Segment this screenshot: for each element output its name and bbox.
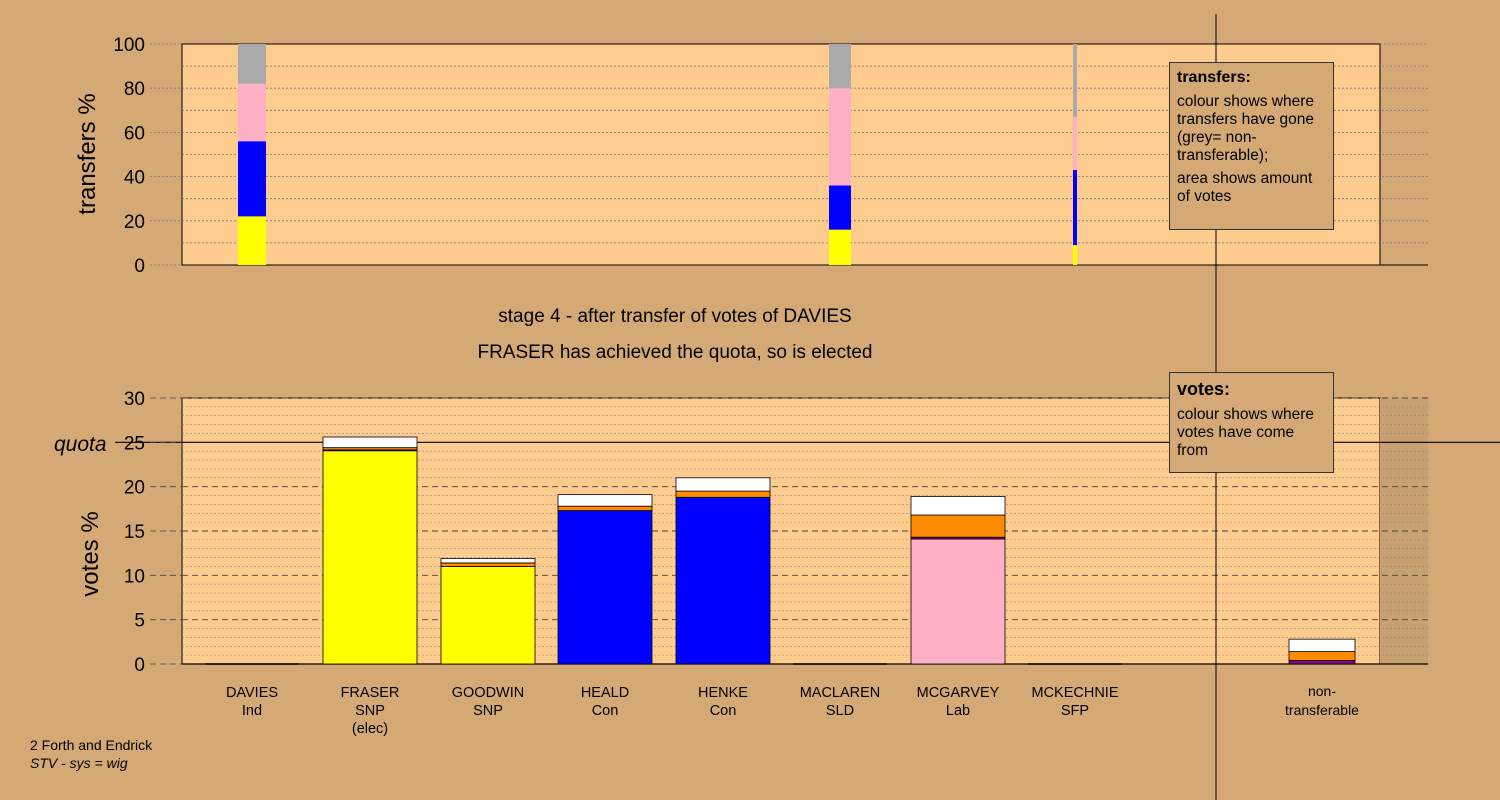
- x-label-candidate: FRASER: [341, 685, 400, 701]
- transfers-legend-line2: area shows amount of votes: [1177, 170, 1313, 205]
- transfers-bar-segment: [238, 44, 266, 84]
- transfers-legend: transfers: colour shows where transfers …: [1169, 62, 1334, 230]
- votes-bar-segment: [910, 514, 1006, 538]
- x-label-nontransferable: transferable: [1285, 702, 1359, 718]
- x-label-party: SNP: [355, 703, 385, 719]
- transfers-y-axis-label: transfers %: [74, 93, 101, 214]
- x-label-party: Con: [710, 703, 737, 719]
- votes-bar-segment: [557, 510, 653, 665]
- transfers-legend-title: transfers:: [1177, 69, 1251, 86]
- votes-y-tick-label: 10: [124, 566, 145, 587]
- votes-bar-segment: [557, 494, 653, 507]
- votes-y-tick-label: 20: [124, 478, 145, 499]
- votes-bar-segment: [322, 449, 418, 665]
- x-label-candidate: MACLAREN: [800, 685, 881, 701]
- transfers-y-tick-label: 80: [124, 79, 145, 100]
- transfers-bar-segment: [1073, 169, 1077, 246]
- x-label-note: (elec): [352, 721, 388, 737]
- x-label-party: Lab: [946, 703, 970, 719]
- votes-y-tick-label: 0: [134, 655, 145, 676]
- transfers-y-tick-label: 0: [134, 256, 145, 277]
- transfers-bar-segment: [829, 44, 851, 89]
- votes-x-labels: DAVIES Ind FRASER SNP (elec) GOODWIN SNP HEALD C…: [226, 683, 1359, 737]
- votes-bar-segment: [910, 496, 1006, 516]
- votes-bar-segment: [1288, 660, 1356, 665]
- transfers-gridlines: [182, 43, 1428, 266]
- votes-bar-segment: [557, 505, 653, 512]
- votes-y-ticks: 0 5 10 15 20 25 30: [124, 389, 182, 676]
- votes-bar-segment: [1288, 638, 1356, 652]
- x-label-candidate: MCGARVEY: [917, 685, 1000, 701]
- x-label-party: Ind: [242, 703, 262, 719]
- transfers-bar-segment: [829, 88, 851, 186]
- x-label-party: SNP: [473, 703, 503, 719]
- x-label-candidate: DAVIES: [226, 685, 278, 701]
- votes-bar-segment: [440, 566, 536, 665]
- ward-name: 2 Forth and Endrick: [30, 737, 153, 753]
- x-label-candidate: GOODWIN: [452, 685, 525, 701]
- votes-bars: [205, 436, 1356, 665]
- transfers-bar-segment: [1073, 44, 1077, 117]
- quota-label: quota: [54, 433, 107, 456]
- transfers-bar-segment: [1073, 116, 1077, 170]
- result-caption: FRASER has achieved the quota, so is ele…: [477, 342, 873, 363]
- votes-y-tick-label: 15: [124, 522, 145, 543]
- x-label-party: SFP: [1061, 703, 1089, 719]
- votes-bar-segment: [910, 538, 1006, 665]
- transfers-legend-line1: colour shows where transfers have gone (…: [1177, 93, 1315, 164]
- x-label-party: Con: [592, 703, 619, 719]
- x-label-candidate: HEALD: [581, 685, 629, 701]
- transfers-bar-segment: [829, 185, 851, 230]
- votes-bar-segment: [440, 558, 536, 564]
- votes-y-axis-label: votes %: [77, 511, 104, 596]
- votes-y-tick-label: 25: [124, 433, 145, 454]
- votes-bar-segment: [675, 490, 771, 498]
- votes-legend-line1: colour shows where votes have come from: [1177, 406, 1314, 459]
- transfers-bars: [238, 44, 1077, 265]
- votes-bar-segment: [675, 496, 771, 665]
- system-label: STV - sys = wig: [30, 755, 128, 771]
- votes-bar-segment: [440, 562, 536, 567]
- transfers-bar-segment: [1073, 245, 1077, 265]
- votes-y-tick-label: 30: [124, 389, 145, 410]
- transfers-bar-segment: [238, 141, 266, 217]
- votes-bar-segment: [1288, 651, 1356, 661]
- x-label-nontransferable: non-: [1308, 683, 1336, 699]
- x-label-party: SLD: [826, 703, 854, 719]
- votes-bar-segment: [675, 477, 771, 492]
- votes-bar-segment: [322, 436, 418, 449]
- transfers-y-tick-label: 20: [124, 212, 145, 233]
- transfers-y-tick-label: 40: [124, 168, 145, 189]
- stage-caption: stage 4 - after transfer of votes of DAV…: [498, 306, 852, 327]
- transfers-bar-segment: [238, 216, 266, 265]
- transfers-y-tick-label: 100: [113, 35, 145, 56]
- x-label-candidate: HENKE: [698, 685, 748, 701]
- transfers-bar-segment: [238, 83, 266, 142]
- transfers-y-tick-label: 60: [124, 123, 145, 144]
- x-label-candidate: MCKECHNIE: [1031, 685, 1118, 701]
- votes-legend-title: votes:: [1177, 379, 1231, 399]
- votes-legend: votes: colour shows where votes have com…: [1169, 372, 1334, 473]
- votes-y-tick-label: 5: [134, 611, 145, 632]
- transfers-y-ticks: 0 20 40 60 80 100: [113, 35, 182, 277]
- transfers-bar-segment: [829, 229, 851, 265]
